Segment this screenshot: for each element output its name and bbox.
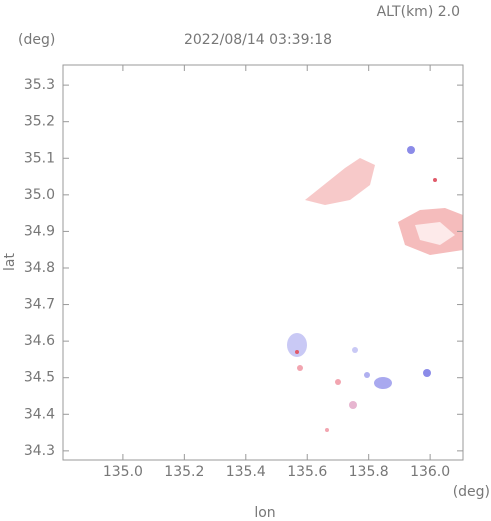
y-tick-label: 34.8 xyxy=(24,260,55,276)
x-tick-label: 135.6 xyxy=(287,464,327,480)
echo xyxy=(433,178,437,182)
echo xyxy=(423,369,431,377)
y-tick-label: 35.1 xyxy=(24,150,55,166)
echo xyxy=(374,377,392,389)
y-tick-label: 35.3 xyxy=(24,77,55,93)
x-tick-label: 136.0 xyxy=(410,464,450,480)
y-tick-label: 34.4 xyxy=(24,406,55,422)
echo xyxy=(364,372,370,378)
y-unit: (deg) xyxy=(18,32,55,48)
x-tick-label: 135.0 xyxy=(103,464,143,480)
echo xyxy=(295,350,299,354)
x-unit: (deg) xyxy=(453,484,490,500)
y-tick-label: 34.3 xyxy=(24,443,55,459)
y-axis-label: lat xyxy=(2,253,18,271)
echo xyxy=(352,347,358,353)
echo xyxy=(407,146,415,154)
echo xyxy=(335,379,341,385)
echo xyxy=(297,365,303,371)
x-tick-label: 135.2 xyxy=(164,464,204,480)
y-tick-label: 34.9 xyxy=(24,223,55,239)
echo xyxy=(305,158,375,205)
y-tick-label: 35.2 xyxy=(24,114,55,130)
echo xyxy=(287,333,307,357)
echo xyxy=(415,222,455,245)
echo xyxy=(325,428,329,432)
y-tick-label: 34.7 xyxy=(24,297,55,313)
echo xyxy=(349,401,357,409)
altitude-label: ALT(km) 2.0 xyxy=(377,4,460,20)
y-tick-label: 35.0 xyxy=(24,187,55,203)
x-axis-label: lon xyxy=(254,505,275,521)
chart-title: 2022/08/14 03:39:18 xyxy=(184,32,332,48)
y-tick-label: 34.6 xyxy=(24,333,55,349)
y-tick-label: 34.5 xyxy=(24,370,55,386)
x-tick-label: 135.4 xyxy=(226,464,266,480)
plot-frame xyxy=(62,64,464,461)
x-tick-label: 135.8 xyxy=(349,464,389,480)
radar-echoes xyxy=(287,146,463,432)
